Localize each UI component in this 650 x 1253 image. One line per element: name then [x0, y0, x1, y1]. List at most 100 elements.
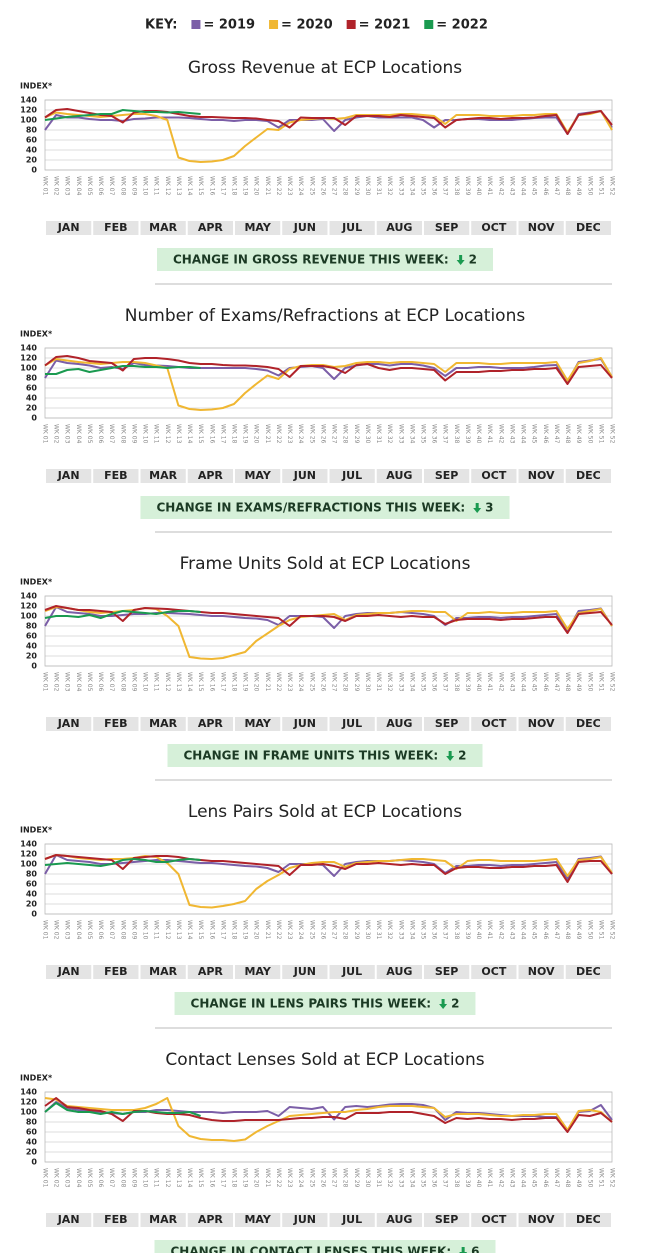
x-tick-label: WK 46 — [542, 424, 549, 444]
x-tick-label: WK 17 — [219, 176, 226, 196]
y-tick-label: 80 — [26, 126, 38, 135]
month-band — [235, 717, 281, 731]
x-tick-label: WK 51 — [597, 920, 604, 940]
month-band — [329, 717, 375, 731]
x-tick-label: WK 20 — [253, 176, 260, 196]
x-tick-label: WK 02 — [53, 920, 60, 940]
x-tick-label: WK 36 — [431, 672, 438, 692]
y-axis-label: INDEX* — [20, 82, 53, 91]
month-band — [424, 717, 470, 731]
month-band — [235, 965, 281, 979]
x-tick-label: WK 26 — [319, 920, 326, 940]
y-tick-label: 40 — [26, 1138, 38, 1147]
month-label: JUN — [293, 965, 316, 978]
month-label: JAN — [57, 469, 80, 482]
y-axis-label: INDEX* — [20, 330, 53, 339]
x-tick-label: WK 37 — [442, 424, 449, 444]
month-band — [46, 717, 92, 731]
x-tick-label: WK 43 — [508, 1168, 515, 1188]
month-band — [329, 1213, 375, 1227]
y-tick-label: 140 — [20, 840, 37, 849]
x-tick-label: WK 02 — [53, 672, 60, 692]
x-tick-label: WK 34 — [408, 920, 415, 940]
month-band — [282, 221, 328, 235]
x-tick-label: WK 32 — [386, 1168, 393, 1188]
x-tick-label: WK 28 — [342, 176, 349, 196]
x-tick-label: WK 48 — [564, 920, 571, 940]
x-tick-label: WK 09 — [130, 920, 137, 940]
y-tick-label: 0 — [31, 662, 37, 671]
month-label: MAY — [244, 1213, 271, 1226]
down-arrow — [456, 255, 465, 265]
x-tick-label: WK 18 — [231, 672, 238, 692]
x-tick-label: WK 29 — [353, 920, 360, 940]
change-value: 3 — [485, 501, 493, 515]
x-tick-label: WK 03 — [64, 424, 71, 444]
x-tick-label: WK 03 — [64, 176, 71, 196]
plot-frame — [44, 843, 613, 915]
month-label: SEP — [435, 469, 459, 482]
x-tick-label: WK 32 — [386, 424, 393, 444]
month-band — [282, 965, 328, 979]
month-label: SEP — [435, 221, 459, 234]
y-tick-label: 60 — [26, 1128, 38, 1137]
key-item: = 2020 — [281, 18, 333, 33]
x-tick-label: WK 52 — [609, 424, 616, 444]
x-tick-label: WK 26 — [319, 176, 326, 196]
month-band — [424, 965, 470, 979]
x-tick-label: WK 42 — [497, 920, 504, 940]
month-band — [93, 965, 139, 979]
month-band — [424, 469, 470, 483]
month-band — [329, 221, 375, 235]
y-tick-label: 140 — [20, 96, 37, 105]
x-tick-label: WK 08 — [119, 424, 126, 444]
x-tick-label: WK 45 — [531, 672, 538, 692]
down-arrow — [473, 503, 482, 513]
x-tick-label: WK 01 — [42, 176, 49, 196]
plot-frame — [44, 1091, 613, 1163]
x-tick-label: WK 26 — [319, 424, 326, 444]
y-tick-label: 80 — [26, 870, 38, 879]
month-label: DEC — [576, 221, 601, 234]
month-band — [187, 221, 233, 235]
x-tick-label: WK 39 — [464, 672, 471, 692]
x-tick-label: WK 25 — [308, 1168, 315, 1188]
chart-title: Number of Exams/Refractions at ECP Locat… — [125, 306, 526, 326]
month-label: FEB — [104, 1213, 127, 1226]
x-tick-label: WK 37 — [442, 672, 449, 692]
change-box — [167, 744, 483, 767]
x-tick-label: WK 17 — [219, 672, 226, 692]
x-tick-label: WK 50 — [586, 672, 593, 692]
x-tick-label: WK 15 — [197, 920, 204, 940]
x-tick-label: WK 52 — [609, 920, 616, 940]
month-label: SEP — [435, 1213, 459, 1226]
x-tick-label: WK 24 — [297, 424, 304, 444]
x-tick-label: WK 23 — [286, 1168, 293, 1188]
plot-frame — [44, 595, 613, 667]
x-tick-label: WK 35 — [420, 920, 427, 940]
month-label: DEC — [576, 965, 601, 978]
x-tick-label: WK 27 — [331, 672, 338, 692]
month-band — [187, 717, 233, 731]
x-tick-label: WK 07 — [108, 672, 115, 692]
x-tick-label: WK 41 — [486, 672, 493, 692]
x-tick-label: WK 25 — [308, 424, 315, 444]
y-tick-label: 40 — [26, 146, 38, 155]
x-tick-label: WK 30 — [364, 176, 371, 196]
x-tick-label: WK 23 — [286, 176, 293, 196]
month-band — [565, 1213, 611, 1227]
x-tick-label: WK 38 — [453, 424, 460, 444]
y-tick-label: 20 — [26, 900, 38, 909]
month-band — [93, 1213, 139, 1227]
change-value: 2 — [451, 997, 459, 1011]
x-tick-label: WK 19 — [242, 1168, 249, 1188]
x-tick-label: WK 12 — [164, 920, 171, 940]
x-tick-label: WK 37 — [442, 1168, 449, 1188]
x-tick-label: WK 51 — [597, 424, 604, 444]
y-tick-label: 80 — [26, 622, 38, 631]
x-tick-label: WK 01 — [42, 424, 49, 444]
month-label: JAN — [57, 221, 80, 234]
x-tick-label: WK 32 — [386, 672, 393, 692]
down-arrow — [459, 1247, 468, 1253]
x-tick-label: WK 44 — [520, 1168, 527, 1188]
